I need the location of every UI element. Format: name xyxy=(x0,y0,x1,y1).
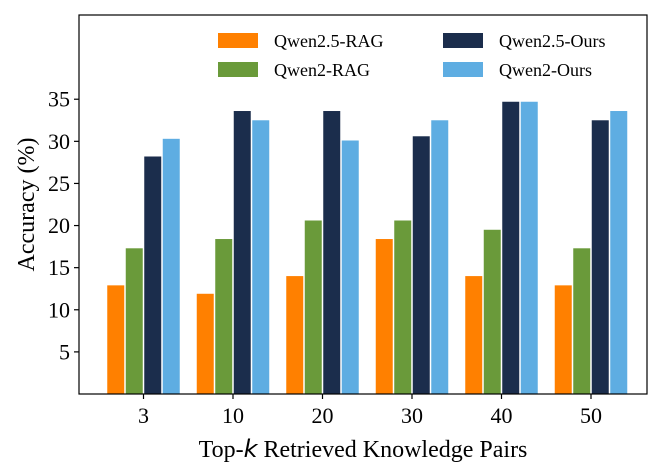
x-axis-label-k: k xyxy=(244,435,259,463)
bar-qwen2-5-rag-30 xyxy=(375,239,393,394)
x-axis-label-suffix: Retrieved Knowledge Pairs xyxy=(257,437,527,463)
y-tick-label: 25 xyxy=(48,171,70,196)
legend-swatch xyxy=(218,33,258,48)
bar-qwen2-5-ours-40 xyxy=(502,101,520,394)
legend-label: Qwen2.5-Ours xyxy=(499,31,605,51)
bar-qwen2-5-rag-40 xyxy=(465,276,483,394)
plot-frame xyxy=(78,14,648,395)
bar-qwen2-ours-50 xyxy=(610,111,628,394)
bar-qwen2-5-rag-3 xyxy=(107,285,125,394)
x-tick-label: 3 xyxy=(138,403,149,428)
bar-qwen2-5-rag-50 xyxy=(554,285,572,394)
x-axis-label: Top-k Retrieved Knowledge Pairs xyxy=(199,435,528,463)
x-tick-label: 20 xyxy=(312,403,334,428)
legend-label: Qwen2.5-RAG xyxy=(274,31,384,51)
x-tick-label: 50 xyxy=(580,403,602,428)
legend-label: Qwen2-Ours xyxy=(499,60,592,80)
bar-qwen2-5-rag-10 xyxy=(196,293,214,394)
y-axis-label: Accuracy (%) xyxy=(14,138,40,272)
bar-qwen2-ours-10 xyxy=(252,120,270,395)
y-tick-label: 20 xyxy=(48,213,70,238)
y-tick-label: 35 xyxy=(48,87,70,112)
bar-qwen2-ours-40 xyxy=(520,101,538,394)
bar-qwen2-ours-3 xyxy=(162,138,180,394)
legend-label: Qwen2-RAG xyxy=(274,60,370,80)
x-tick-label: 40 xyxy=(491,403,513,428)
bar-qwen2-rag-10 xyxy=(215,239,233,394)
bar-qwen2-5-rag-20 xyxy=(286,276,304,394)
legend-swatch xyxy=(443,33,483,48)
y-tick-label: 5 xyxy=(59,339,70,364)
bar-qwen2-rag-50 xyxy=(573,248,591,394)
y-axis-ticks: 5 10 15 20 25 30 35 xyxy=(48,87,79,364)
x-tick-label: 10 xyxy=(222,403,244,428)
x-axis-ticks: 3 10 20 30 40 50 xyxy=(138,394,602,428)
bar-qwen2-ours-30 xyxy=(431,120,449,395)
bar-qwen2-rag-3 xyxy=(125,248,143,394)
y-tick-label: 30 xyxy=(48,129,70,154)
bar-qwen2-rag-40 xyxy=(483,229,501,394)
x-axis-label-prefix: Top- xyxy=(199,437,244,463)
bar-qwen2-5-ours-3 xyxy=(144,156,162,394)
y-tick-label: 15 xyxy=(48,255,70,280)
x-tick-label: 30 xyxy=(401,403,423,428)
bar-qwen2-ours-20 xyxy=(341,140,359,394)
bar-qwen2-rag-30 xyxy=(394,220,412,394)
legend-swatch xyxy=(443,62,483,77)
bar-qwen2-rag-20 xyxy=(304,220,322,394)
legend-swatch xyxy=(218,62,258,77)
bars-group xyxy=(107,101,628,395)
bar-qwen2-5-ours-20 xyxy=(323,111,341,394)
legend: Qwen2.5-RAG Qwen2-RAG Qwen2.5-Ours Qwen2-Ou… xyxy=(218,31,605,80)
y-tick-label: 10 xyxy=(48,297,70,322)
bar-qwen2-5-ours-30 xyxy=(412,136,430,394)
bar-qwen2-5-ours-10 xyxy=(233,111,251,394)
bar-qwen2-5-ours-50 xyxy=(591,120,609,395)
